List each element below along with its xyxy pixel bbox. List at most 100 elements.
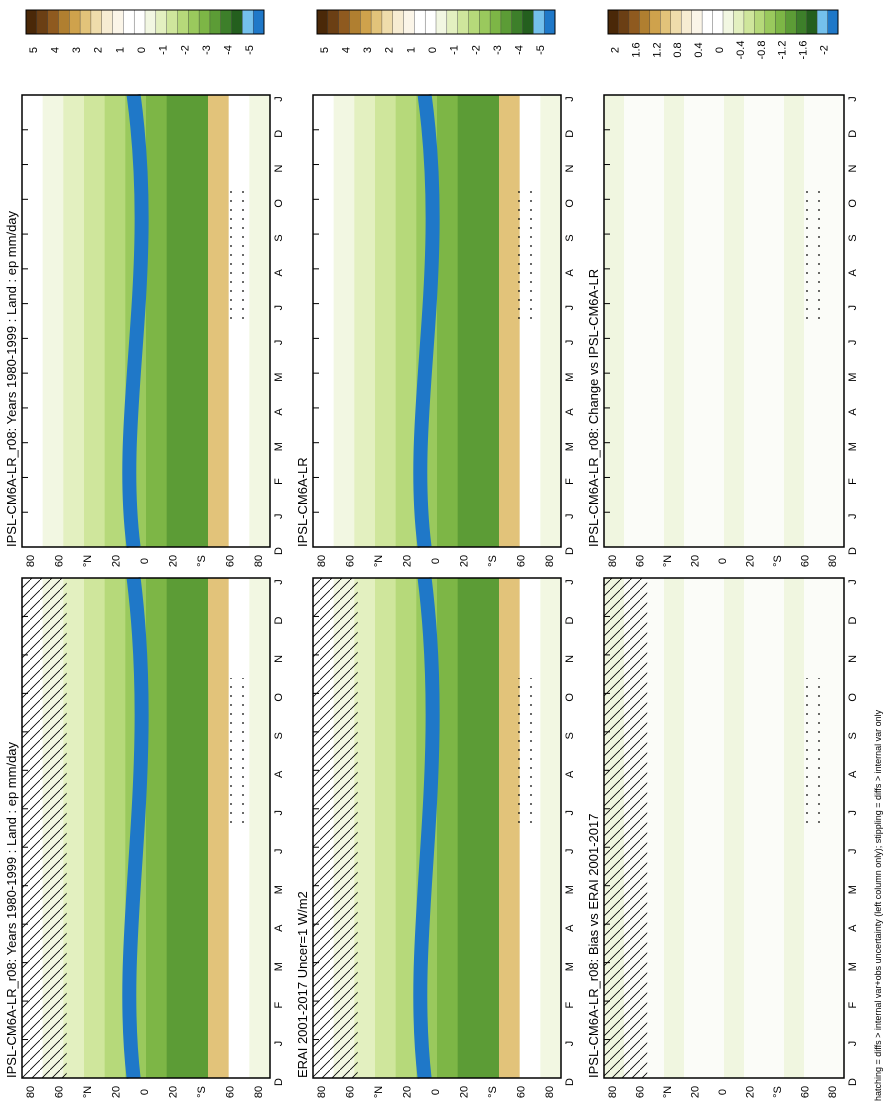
colorbar-swatch — [242, 9, 254, 35]
latitude-tick-label: 60 — [635, 1086, 647, 1098]
month-tick-label: J — [273, 579, 285, 585]
month-tick-label: S — [273, 234, 285, 241]
month-tick-label: M — [273, 885, 285, 894]
colorbar-swatch — [123, 9, 135, 35]
itcz-band — [413, 577, 440, 1079]
colorbar-swatch — [392, 9, 405, 35]
panel-title: IPSL-CM6A-LR_r08: Change vs IPSL-CM6A-LR — [586, 269, 601, 547]
month-tick-label: D — [847, 616, 859, 624]
colorbar-swatch — [754, 9, 766, 35]
colorbar-tick-label: -5 — [535, 45, 547, 55]
itcz-band — [122, 577, 149, 1079]
heatmap-band — [684, 578, 705, 1078]
month-tick-label: S — [847, 732, 859, 739]
colorbar-swatch — [764, 9, 776, 35]
colorbar-swatch — [670, 9, 682, 35]
month-tick-label: M — [564, 885, 576, 894]
month-tick-label: A — [564, 924, 576, 932]
latitude-tick-label: 60 — [635, 555, 647, 567]
colorbar-tick-label: 1 — [114, 47, 126, 53]
colorbar-swatch — [522, 9, 534, 35]
colorbar-tick-label: 0 — [714, 47, 726, 53]
month-tick-label: J — [273, 513, 285, 519]
colorbar-swatch — [775, 9, 787, 35]
colorbar-swatch — [649, 9, 661, 35]
colorbar-tick-label: -1.6 — [798, 41, 810, 60]
colorbar-swatch — [457, 9, 469, 35]
colorbar-swatch — [166, 9, 178, 35]
colorbar-tick-label: -2 — [819, 45, 831, 55]
month-tick-label: S — [847, 234, 859, 241]
latitude-tick-label: 80 — [316, 1086, 328, 1098]
latitude-tick-label: 60 — [516, 1086, 528, 1098]
colorbar-swatch — [403, 9, 415, 35]
month-tick-label: D — [273, 1078, 285, 1086]
colorbar-swatch — [231, 9, 243, 35]
heatmap-band — [724, 578, 745, 1078]
colorbar-swatch — [618, 9, 630, 35]
month-tick-label: J — [564, 305, 576, 311]
colorbar-swatch — [701, 9, 714, 35]
colorbar-swatch — [36, 9, 49, 35]
plot-frame — [312, 94, 562, 548]
colorbar-swatch — [446, 9, 459, 35]
stippling — [225, 678, 251, 828]
latitude-tick-label: 0 — [139, 1089, 151, 1095]
latitude-tick-label: 0 — [139, 558, 151, 564]
latitude-tick-label: °S — [772, 1086, 784, 1098]
heatmap-band — [499, 578, 521, 1078]
month-tick-label: J — [847, 305, 859, 311]
colorbar-swatch — [468, 9, 480, 35]
heatmap-band — [333, 95, 355, 547]
heatmap-band — [249, 578, 271, 1078]
month-tick-label: F — [273, 478, 285, 485]
month-tick-label: J — [273, 810, 285, 816]
month-tick-label: A — [564, 408, 576, 416]
latitude-tick-label: °N — [82, 555, 94, 567]
month-tick-label: N — [564, 655, 576, 663]
latitude-tick-label: 0 — [430, 558, 442, 564]
panel-title: ERAI 2001-2017 Uncer=1 W/m2 — [295, 891, 310, 1078]
month-tick-label: D — [847, 130, 859, 138]
colorbar-tick-label: -1.2 — [777, 41, 789, 60]
colorbar-swatch — [90, 9, 103, 35]
colorbar-swatch — [370, 9, 383, 35]
colorbar-frame — [25, 9, 265, 35]
latitude-tick-label: 20 — [745, 555, 757, 567]
latitude-tick-label: 60 — [516, 555, 528, 567]
colorbar-tick-label: -1 — [158, 45, 170, 55]
heatmap-band — [540, 578, 562, 1078]
latitude-tick-label: 60 — [800, 1086, 812, 1098]
heatmap-band — [249, 95, 271, 547]
colorbar-swatch — [489, 9, 502, 35]
colorbar-frame — [607, 9, 839, 35]
colorbar-tick-label: -5 — [244, 45, 256, 55]
month-tick-label: J — [847, 1041, 859, 1047]
latitude-tick-label: °N — [373, 1086, 385, 1098]
heatmap-band — [166, 95, 188, 547]
stippling — [225, 185, 251, 321]
month-tick-label: N — [847, 165, 859, 173]
latitude-tick-label: 20 — [402, 1086, 414, 1098]
colorbar-swatch — [198, 9, 211, 35]
month-tick-label: J — [847, 340, 859, 346]
colorbar-tick-label: 5 — [319, 47, 331, 53]
colorbar-swatch — [691, 9, 703, 35]
month-tick-label: M — [847, 373, 859, 382]
heatmap-band — [437, 578, 459, 1078]
colorbar-tick-label: -2 — [470, 45, 482, 55]
heatmap-band — [166, 578, 188, 1078]
itcz-band — [413, 94, 440, 548]
latitude-tick-label: 20 — [111, 1086, 123, 1098]
month-tick-label: A — [273, 269, 285, 277]
colorbar-tick-label: 1.2 — [651, 42, 663, 57]
latitude-tick-label: 60 — [225, 1086, 237, 1098]
heatmap-band — [724, 95, 745, 547]
heatmap-band — [624, 95, 645, 547]
latitude-tick-label: 0 — [717, 558, 729, 564]
month-tick-label: J — [564, 810, 576, 816]
heatmap-band — [354, 95, 376, 547]
heatmap-band — [187, 578, 209, 1078]
latitude-tick-label: °N — [662, 555, 674, 567]
